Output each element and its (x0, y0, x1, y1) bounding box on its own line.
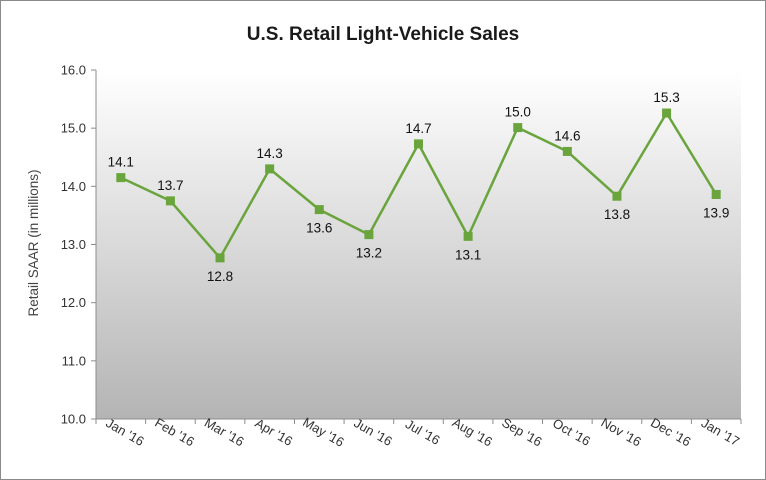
data-point (364, 230, 374, 240)
x-tick-label: Jan '17 (699, 415, 742, 449)
data-label: 13.2 (356, 246, 382, 261)
data-points (116, 108, 721, 263)
data-label: 14.3 (257, 146, 283, 161)
x-tick-label: Oct '16 (550, 415, 593, 448)
data-label: 13.6 (306, 221, 332, 236)
x-tick-label: Jul '16 (403, 416, 443, 448)
chart-title: U.S. Retail Light-Vehicle Sales (246, 24, 520, 45)
plot-area (96, 70, 741, 419)
x-ticks: Jan '16 Feb '16 Mar '16 Apr '16 May '16 Jun '… (95, 414, 742, 450)
x-tick-label: Jun '16 (351, 415, 394, 449)
y-tick-label: 14.0 (61, 179, 86, 194)
data-point (562, 146, 572, 156)
data-label: 13.7 (157, 178, 183, 193)
y-ticks: 10.0 11.0 12.0 13.0 14.0 15.0 16.0 (61, 63, 96, 427)
x-tick-label: Mar '16 (202, 415, 247, 449)
x-tick-label: Aug '16 (450, 415, 495, 450)
data-point (463, 231, 473, 241)
x-tick-label: Jan '16 (103, 415, 146, 449)
y-tick-label: 16.0 (61, 63, 86, 78)
y-tick-label: 13.0 (61, 237, 86, 252)
data-point (711, 189, 721, 199)
x-tick-label: Apr '16 (252, 415, 295, 448)
data-label: 12.8 (207, 269, 233, 284)
data-label: 14.7 (405, 121, 431, 136)
x-tick-label: Feb '16 (152, 415, 197, 449)
x-tick-label: Sep '16 (499, 415, 544, 450)
data-point (414, 139, 423, 149)
data-label: 13.8 (604, 207, 630, 222)
x-tick-label: Nov '16 (599, 415, 644, 450)
data-point (662, 108, 672, 118)
x-tick-label: May '16 (300, 414, 347, 450)
data-point (215, 253, 225, 263)
data-point (612, 191, 622, 201)
y-tick-label: 10.0 (61, 412, 86, 427)
data-label: 14.1 (108, 155, 134, 170)
data-point (116, 173, 126, 183)
data-point (314, 205, 324, 215)
data-label: 15.3 (653, 90, 679, 105)
data-point (165, 196, 175, 206)
data-label: 13.9 (703, 205, 729, 220)
data-label: 13.1 (455, 247, 481, 262)
x-tick-label: Dec '16 (648, 415, 693, 450)
data-label: 14.6 (554, 128, 580, 143)
y-tick-label: 15.0 (61, 121, 86, 136)
data-label: 15.0 (505, 105, 531, 120)
y-tick-label: 11.0 (62, 353, 86, 368)
y-tick-label: 12.0 (61, 295, 86, 310)
data-point (265, 164, 275, 174)
data-point (513, 123, 523, 133)
data-labels: 14.1 13.7 12.8 14.3 13.6 13.2 14.7 13.1 15.0 14.6… (108, 90, 730, 284)
